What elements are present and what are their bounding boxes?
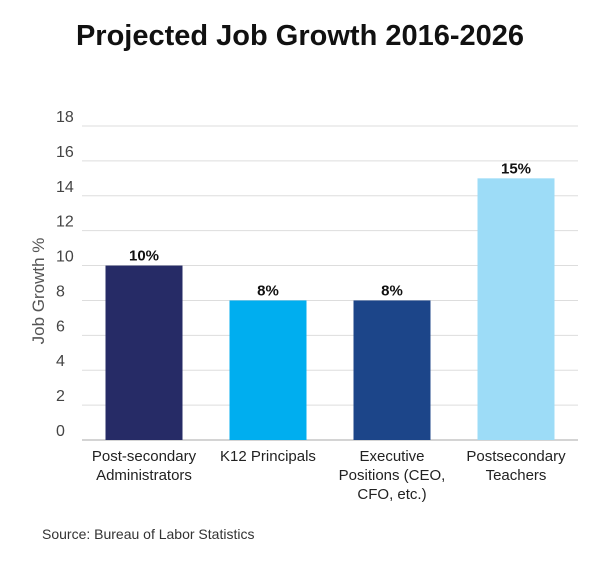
y-tick-label: 14 — [56, 179, 74, 196]
y-tick-label: 6 — [56, 318, 65, 335]
y-tick-label: 0 — [56, 423, 65, 440]
data-label: 10% — [129, 248, 159, 265]
chart-title: Projected Job Growth 2016-2026 — [75, 20, 525, 52]
y-tick-label: 12 — [56, 214, 74, 231]
x-category-label: Postsecondary — [466, 448, 566, 465]
x-category-label: K12 Principals — [220, 448, 316, 465]
y-tick-label: 8 — [56, 283, 65, 300]
y-tick-label: 4 — [56, 353, 65, 370]
y-tick-label: 10 — [56, 249, 74, 266]
x-category-label: CFO, etc.) — [357, 486, 426, 503]
y-axis-label: Job Growth % — [29, 238, 48, 345]
x-category-label: Administrators — [96, 467, 192, 484]
x-category-label: Teachers — [486, 467, 547, 484]
bar — [353, 300, 431, 440]
y-tick-label: 2 — [56, 388, 65, 405]
y-tick-label: 16 — [56, 144, 74, 161]
x-category-label: Executive — [359, 448, 424, 465]
bar — [229, 300, 307, 440]
source-note: Source: Bureau of Labor Statistics — [42, 526, 255, 542]
data-label: 15% — [501, 160, 531, 177]
x-category-label: Post-secondary — [92, 448, 197, 465]
data-label: 8% — [381, 282, 403, 299]
x-category-label: Positions (CEO, — [339, 467, 446, 484]
y-tick-label: 18 — [56, 109, 74, 126]
bar — [477, 178, 555, 441]
bar — [105, 265, 183, 440]
data-label: 8% — [257, 282, 279, 299]
